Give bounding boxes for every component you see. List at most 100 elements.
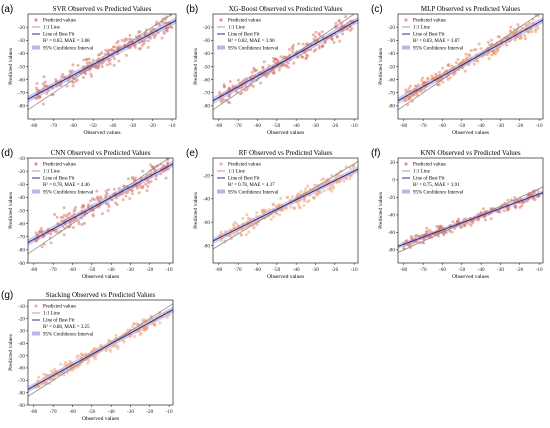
data-point [154, 177, 158, 181]
data-point [95, 195, 99, 199]
data-point [351, 11, 354, 14]
data-point [133, 43, 137, 47]
legend-marker-points [34, 18, 38, 22]
legend-label: Line of Best Fit [43, 319, 75, 324]
data-point [120, 38, 124, 42]
data-point [143, 33, 147, 37]
data-point [465, 56, 469, 60]
data-point [41, 87, 45, 91]
legend-label: 95% Confidence Interval [43, 190, 94, 195]
data-point [128, 196, 132, 200]
data-point [350, 27, 354, 31]
data-point [311, 196, 315, 200]
data-point [62, 75, 66, 79]
data-point [328, 187, 332, 191]
data-point [303, 50, 307, 54]
data-point [279, 208, 283, 212]
data-point [61, 224, 65, 228]
data-point [77, 222, 81, 226]
data-point [490, 38, 494, 42]
data-point [420, 78, 424, 82]
chart-title: MLP Observed vs Predicted Values [421, 5, 520, 13]
data-point [514, 35, 518, 39]
plot-area [398, 14, 543, 111]
y-tick-label: -40 [18, 51, 25, 57]
data-point [40, 245, 44, 249]
y-axis-label: Predicted values [8, 48, 14, 85]
x-tick-label: -60 [439, 267, 446, 273]
data-point [59, 362, 63, 366]
data-point [279, 197, 283, 201]
data-point [166, 167, 170, 171]
data-point [529, 193, 533, 197]
legend-marker-points [34, 304, 38, 308]
data-point [53, 213, 57, 217]
data-point [469, 223, 473, 227]
data-point [121, 198, 125, 202]
x-tick-label: -80 [30, 409, 37, 415]
y-tick-label: -20 [203, 25, 210, 31]
data-point [282, 56, 286, 60]
data-point [259, 81, 263, 85]
x-tick-label: -50 [90, 123, 97, 129]
data-point [295, 200, 299, 204]
data-point [531, 21, 535, 25]
data-point [68, 69, 72, 73]
data-point [54, 230, 58, 234]
y-tick-label: -60 [388, 230, 395, 236]
data-point [219, 230, 223, 234]
data-point [341, 25, 345, 29]
data-point [241, 222, 245, 226]
data-point [492, 52, 496, 56]
y-tick-label: -30 [18, 38, 25, 44]
legend-label: Line of Best Fit [228, 177, 260, 182]
y-tick-label: -30 [18, 329, 25, 335]
data-point [524, 23, 528, 27]
x-tick-label: -10 [351, 123, 358, 129]
data-point [261, 65, 265, 69]
data-point [352, 164, 356, 168]
data-point [405, 243, 409, 247]
data-point [513, 205, 517, 209]
y-tick-label: -20 [388, 195, 395, 201]
data-point [146, 179, 150, 183]
data-point [281, 62, 285, 66]
data-point [289, 205, 293, 209]
y-tick-label: -50 [388, 64, 395, 70]
data-point [152, 28, 156, 32]
x-tick-label: -50 [273, 267, 280, 273]
data-point [422, 81, 426, 85]
data-point [159, 172, 163, 176]
data-point [348, 166, 352, 170]
fit-line [28, 19, 176, 100]
x-axis-label: Observed values [82, 274, 119, 280]
chart-title: RF Observed vs Predicted Values [239, 149, 333, 157]
x-tick-label: -20 [146, 409, 153, 415]
data-point [426, 77, 430, 81]
legend-stats: R² = 0.78, MAE = 4.37 [228, 182, 275, 188]
data-point [255, 211, 259, 215]
y-tick-label: -60 [203, 220, 210, 226]
data-point [313, 35, 317, 39]
data-point [526, 30, 530, 34]
data-point [317, 46, 321, 50]
data-point [452, 73, 456, 77]
panel-g: -80 -70 -60 -50 -40 -30 -20 -10 -90 -80 -70 -60 -50 -… [1, 290, 174, 422]
data-point [123, 39, 127, 43]
data-point [39, 227, 43, 231]
data-point [284, 55, 288, 59]
data-point [297, 203, 301, 207]
data-point [486, 40, 490, 44]
data-point [505, 43, 509, 47]
data-point [141, 169, 145, 173]
y-axis-label: Predicted values [8, 192, 14, 229]
data-point [97, 53, 101, 57]
data-point [100, 212, 104, 216]
x-tick-label: -50 [273, 123, 280, 129]
x-tick-label: -80 [400, 267, 407, 273]
data-point [40, 230, 44, 234]
data-point [337, 18, 341, 22]
y-tick-label: 20 [390, 160, 396, 166]
data-point [344, 15, 348, 19]
data-point [44, 373, 48, 377]
